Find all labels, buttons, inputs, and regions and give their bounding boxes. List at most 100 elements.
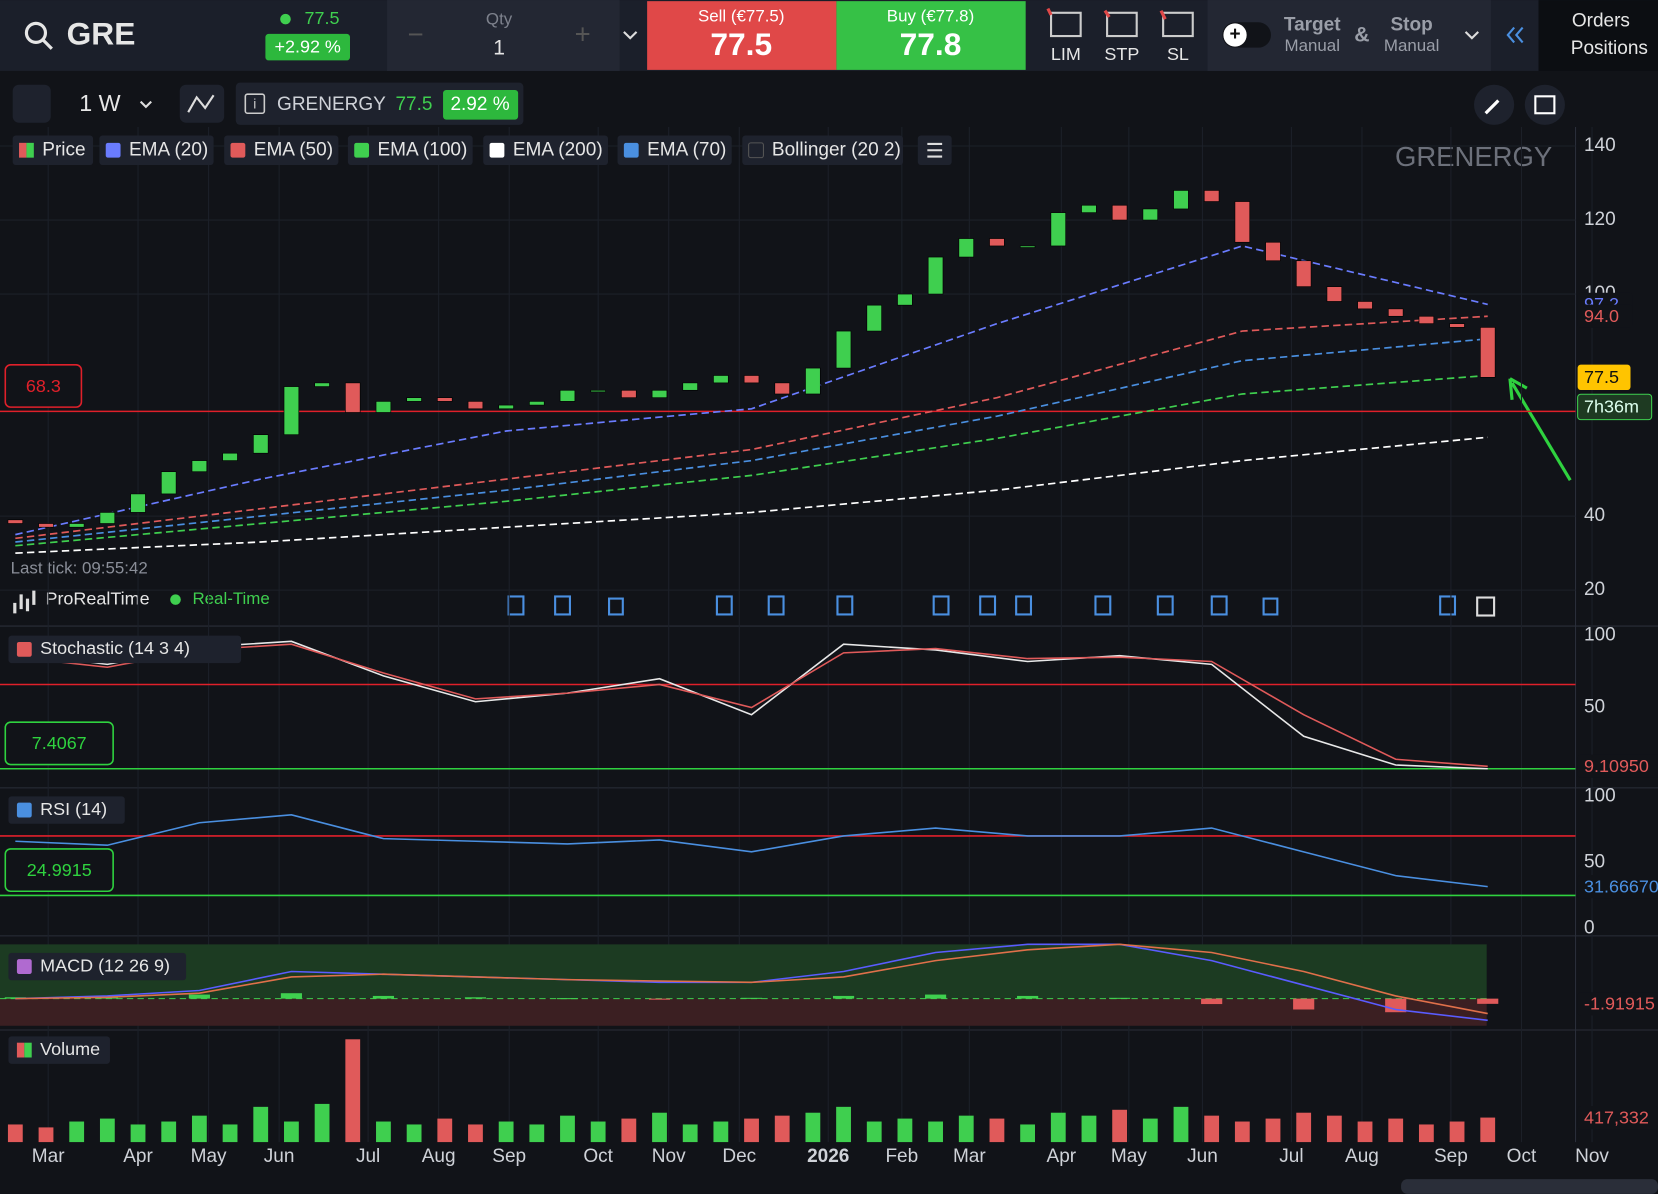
news-icon[interactable]	[979, 595, 997, 616]
volume-bar	[1388, 1118, 1404, 1143]
news-icon[interactable]	[608, 597, 624, 616]
search-icon	[42, 39, 53, 50]
volume-bar	[7, 1124, 23, 1143]
sell-button[interactable]	[647, 1, 837, 70]
news-icon[interactable]	[554, 595, 571, 616]
settings-icon	[1484, 99, 1500, 115]
window-icon	[1534, 95, 1556, 115]
candle	[590, 389, 606, 393]
qty-minus[interactable]: −	[408, 18, 424, 49]
legend-swatch	[19, 142, 27, 158]
x-tick-label: Mar	[953, 1146, 986, 1167]
info-icon[interactable]	[1476, 596, 1496, 617]
news-icon[interactable]	[1262, 597, 1279, 616]
news-icon[interactable]	[1156, 595, 1174, 616]
candle	[713, 375, 729, 384]
window-button[interactable]	[1524, 84, 1565, 125]
legend-swatch	[623, 142, 639, 158]
news-icon[interactable]	[1094, 595, 1112, 616]
symbol[interactable]: GRE	[67, 15, 136, 51]
last-tick: Last tick: 09:55:42	[11, 558, 148, 577]
y-tick-label: 100	[1584, 785, 1616, 806]
axis-badge-label: 417,332	[1584, 1107, 1649, 1127]
volume-bar	[1296, 1112, 1312, 1143]
panel-title-swatch	[24, 1042, 32, 1058]
candle	[1081, 204, 1097, 213]
x-tick-label: Aug	[422, 1146, 456, 1167]
stop[interactable]: Stop	[1391, 15, 1433, 36]
qty-plus[interactable]: +	[575, 18, 591, 49]
dropdown[interactable]	[623, 31, 638, 40]
ema-line	[15, 245, 1488, 536]
legend-label: EMA (70)	[647, 139, 726, 160]
x-tick-label: Sep	[1434, 1146, 1468, 1167]
panel-title-swatch	[16, 1042, 25, 1058]
target-mode: Manual	[1285, 36, 1340, 55]
candle	[1019, 245, 1036, 248]
candle	[1050, 212, 1066, 247]
scrollbar[interactable]	[1401, 1179, 1658, 1194]
legend-item	[347, 135, 473, 166]
target[interactable]: Target	[1284, 15, 1341, 36]
search[interactable]	[24, 21, 53, 50]
macd-negative-zone	[0, 998, 1487, 1026]
candle	[283, 386, 300, 436]
interval[interactable]: 1 W	[79, 90, 120, 116]
candle	[1418, 315, 1435, 324]
collapse[interactable]	[1506, 26, 1524, 44]
order-type[interactable]: SL	[1167, 44, 1189, 64]
news-icon[interactable]	[715, 595, 733, 616]
candle	[191, 460, 208, 473]
volume-bar	[713, 1121, 729, 1143]
news-icon[interactable]	[1015, 595, 1033, 616]
dropdown[interactable]	[1464, 31, 1479, 40]
source: ProRealTime	[45, 588, 149, 608]
news-icon[interactable]	[1210, 595, 1228, 616]
volume-bar	[928, 1121, 943, 1143]
info-icon[interactable]	[244, 93, 266, 115]
volume-bar	[958, 1115, 974, 1143]
volume-bar	[99, 1118, 115, 1143]
candle	[958, 238, 974, 258]
volume-bar	[1326, 1115, 1342, 1143]
legend-item	[617, 135, 732, 166]
news-icon[interactable]	[507, 595, 525, 616]
news-icon[interactable]	[932, 595, 950, 616]
dropdown[interactable]	[139, 100, 152, 109]
top-toolbar: GRE 77.5 +2.92 % − + Qty 1 Sell (€77.5) …	[0, 0, 1658, 71]
panel-title-swatch	[16, 641, 32, 657]
news-icon[interactable]	[767, 595, 785, 616]
toggle-plus: +	[1229, 24, 1240, 45]
link-button[interactable]	[12, 84, 51, 123]
buy-button[interactable]	[836, 1, 1026, 70]
legend-swatch	[354, 142, 370, 158]
volume-bar	[345, 1039, 361, 1143]
histogram-bar	[1017, 995, 1039, 999]
ema-line	[15, 374, 1488, 547]
positions-tab[interactable]: Positions	[1571, 38, 1648, 59]
candle	[621, 389, 637, 398]
news-icon[interactable]	[1439, 595, 1457, 616]
panel-title-swatch	[16, 802, 32, 818]
volume-bar	[866, 1121, 882, 1143]
histogram-bar	[464, 997, 487, 999]
histogram-bar	[925, 994, 947, 999]
candle	[1387, 308, 1404, 317]
sell-label: Sell (€77.5)	[698, 6, 784, 25]
candle	[835, 330, 852, 369]
countdown-badge	[1577, 393, 1653, 421]
order-icon	[1162, 11, 1194, 38]
news-icon[interactable]	[836, 595, 854, 616]
orders-tab[interactable]: Orders	[1572, 10, 1630, 31]
order-type[interactable]: STP	[1104, 44, 1139, 64]
axis-badge-label: 9.10950	[1584, 756, 1649, 776]
feed-dot	[170, 594, 181, 605]
y-tick-label: 120	[1584, 209, 1616, 230]
volume-bar	[284, 1121, 299, 1143]
panel-title: Volume	[40, 1039, 100, 1059]
qty[interactable]: 1	[493, 36, 505, 59]
candle	[1326, 286, 1343, 302]
order-type[interactable]: LIM	[1051, 44, 1081, 64]
volume-bar	[1357, 1121, 1373, 1143]
